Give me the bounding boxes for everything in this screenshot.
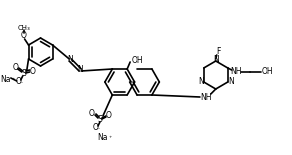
Text: NH: NH <box>230 67 241 77</box>
Text: ⁺: ⁺ <box>11 78 14 83</box>
Text: O: O <box>106 111 112 120</box>
Text: Na: Na <box>98 133 108 142</box>
Text: O: O <box>93 124 99 133</box>
Text: S: S <box>21 69 26 78</box>
Text: CH₃: CH₃ <box>17 25 30 31</box>
Text: N: N <box>67 55 73 64</box>
Text: N: N <box>198 78 204 86</box>
Text: N: N <box>228 78 234 86</box>
Text: S: S <box>98 115 102 124</box>
Text: O: O <box>16 78 22 86</box>
Text: O: O <box>21 31 27 40</box>
Text: Na: Na <box>1 75 11 84</box>
Text: O: O <box>13 62 19 71</box>
Text: ⁻: ⁻ <box>97 128 100 133</box>
Text: N: N <box>213 55 219 64</box>
Text: O: O <box>30 66 36 75</box>
Text: ⁺: ⁺ <box>108 136 112 141</box>
Text: N: N <box>77 66 83 75</box>
Text: ⁻: ⁻ <box>20 82 23 87</box>
Text: OH: OH <box>262 67 273 77</box>
Text: OH: OH <box>132 55 144 64</box>
Text: F: F <box>217 47 221 57</box>
Text: NH: NH <box>200 93 212 102</box>
Text: O: O <box>89 108 95 117</box>
